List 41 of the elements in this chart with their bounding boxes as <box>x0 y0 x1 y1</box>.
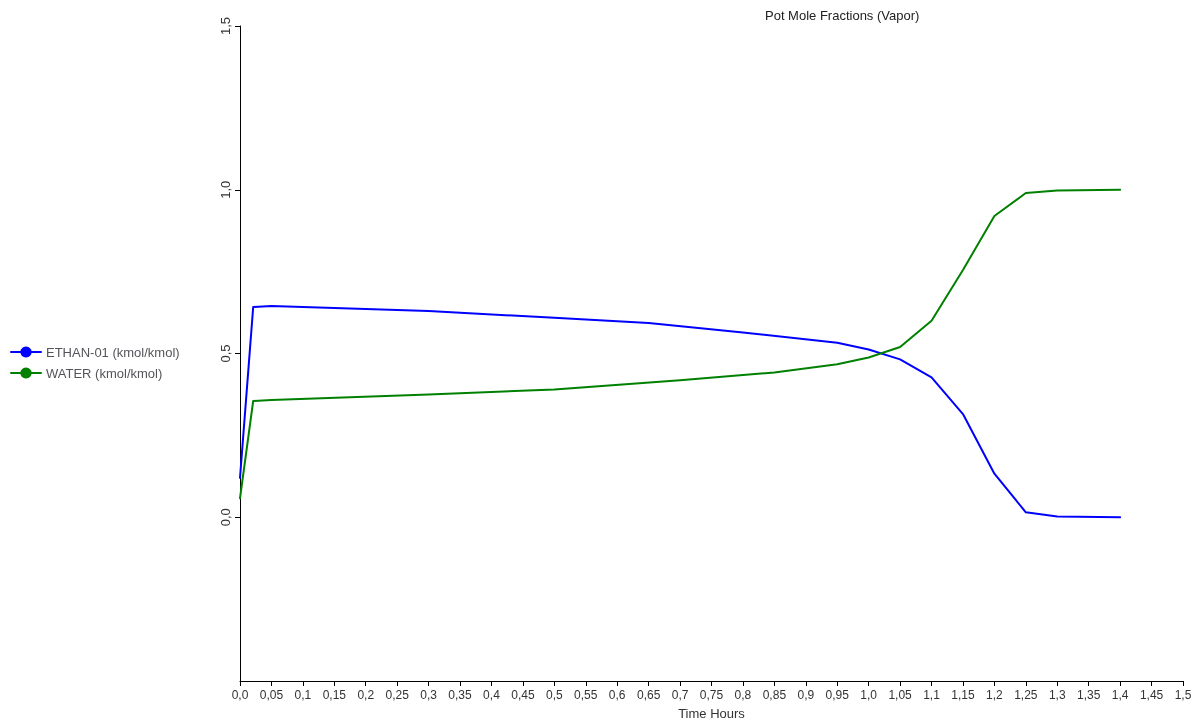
x-tick-label: 0,35 <box>448 688 473 702</box>
x-tick-label: 0,65 <box>636 688 661 702</box>
x-tick-label: 0,15 <box>322 688 347 702</box>
x-tick-label: 1,35 <box>1077 688 1101 702</box>
x-tick-label: 1,1 <box>923 688 941 702</box>
x-tick-label: 0,45 <box>511 688 535 702</box>
x-tick-label: 0,95 <box>825 688 850 702</box>
x-tick-label: 1,2 <box>986 688 1004 702</box>
x-tick-label: 1,15 <box>951 688 975 702</box>
x-tick-label: 1,45 <box>1139 688 1164 702</box>
y-tick-label: 0,5 <box>218 344 233 363</box>
y-tick-label: 1,0 <box>218 180 233 199</box>
x-tick-label: 1,25 <box>1014 688 1038 702</box>
x-tick-label: 0,1 <box>294 688 312 702</box>
x-tick-label: 0,3 <box>420 688 438 702</box>
x-tick-label: 0,25 <box>385 688 410 702</box>
x-tick-label: 1,5 <box>1174 688 1192 702</box>
x-tick-label: 0,7 <box>671 688 689 702</box>
x-tick-label: 0,05 <box>259 688 284 702</box>
x-axis-title: Time Hours <box>678 706 746 721</box>
x-tick-label: 1,05 <box>888 688 913 702</box>
legend-label: WATER (kmol/kmol) <box>46 365 163 381</box>
x-tick-label: 0,8 <box>734 688 752 702</box>
x-tick-label: 0,6 <box>608 688 626 702</box>
legend-label: ETHAN-01 (kmol/kmol) <box>46 344 180 360</box>
x-tick-label: 0,0 <box>231 688 249 702</box>
x-tick-label: 0,2 <box>357 688 375 702</box>
line-series <box>239 188 1122 500</box>
line-series <box>239 305 1122 519</box>
x-tick-label: 1,3 <box>1048 688 1066 702</box>
x-tick-label: 0,75 <box>699 688 724 702</box>
x-tick-label: 0,4 <box>483 688 501 702</box>
x-tick-label: 0,55 <box>574 688 598 702</box>
x-tick-label: 0,5 <box>545 688 563 702</box>
y-tick-label: 0,0 <box>218 508 233 527</box>
y-tick-label: 1,5 <box>218 16 233 36</box>
x-tick-label: 0,9 <box>797 688 815 702</box>
chart-title: Pot Mole Fractions (Vapor) <box>765 8 920 23</box>
x-tick-label: 0,85 <box>762 688 787 702</box>
x-tick-label: 1,0 <box>860 688 878 702</box>
x-tick-label: 1,4 <box>1111 688 1129 702</box>
